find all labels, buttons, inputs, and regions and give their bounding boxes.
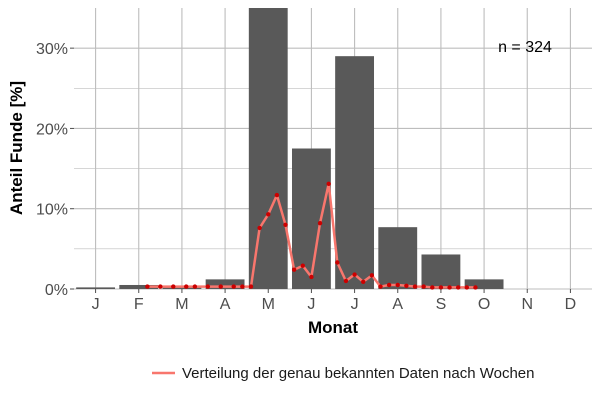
bar [464, 279, 504, 289]
x-tick-label: O [478, 296, 490, 313]
series-point [447, 285, 452, 290]
legend-entry: Verteilung der genau bekannten Daten nac… [182, 365, 535, 382]
series-point [300, 263, 305, 268]
series-point [343, 278, 349, 284]
x-tick-label: A [392, 296, 403, 313]
x-tick-label: J [307, 296, 315, 313]
x-tick-label: J [351, 296, 359, 313]
bar [205, 279, 245, 289]
ticks-layer: 0% 10% 20% 30% J F M A M J J A S O N D [36, 41, 576, 313]
series-point [378, 284, 383, 289]
series-point [361, 279, 366, 284]
series-point [412, 284, 418, 289]
series-point [231, 284, 236, 289]
bar [119, 284, 159, 289]
series-point [266, 212, 271, 217]
x-tick-label: M [175, 296, 188, 313]
bar [378, 227, 418, 289]
series-point [283, 222, 288, 227]
series-point [192, 284, 198, 289]
x-tick-label: J [92, 296, 100, 313]
series-point [171, 284, 176, 289]
series-point [240, 284, 245, 289]
bar [335, 56, 375, 289]
series-point [438, 285, 444, 290]
x-tick-label: F [134, 296, 144, 313]
series-point [218, 284, 223, 289]
x-axis-title: Monat [308, 318, 358, 337]
series-point [309, 274, 314, 280]
x-tick-label: N [521, 296, 533, 313]
series-point [326, 181, 331, 187]
series-point [369, 273, 375, 278]
bars-layer [76, 8, 504, 289]
x-tick-label: M [262, 296, 275, 313]
series-point [473, 285, 478, 290]
x-tick-label: D [565, 296, 577, 313]
y-axis-title: Anteil Funde [%] [7, 81, 26, 215]
sample-size-annotation: n = 324 [498, 39, 552, 56]
y-tick-label: 0% [45, 282, 68, 299]
x-tick-label: S [436, 296, 447, 313]
y-tick-label: 30% [36, 41, 68, 58]
series-point [386, 282, 392, 288]
legend: Verteilung der genau bekannten Daten nac… [152, 365, 535, 382]
series-point [335, 260, 340, 265]
y-tick-label: 10% [36, 202, 68, 219]
bar [76, 287, 116, 289]
series-point [248, 284, 254, 289]
line-layer [145, 181, 478, 290]
series-point [404, 283, 409, 288]
series-point [158, 284, 163, 289]
x-tick-label: A [220, 296, 231, 313]
series-point [395, 282, 400, 288]
series-point [430, 285, 435, 290]
series-point [455, 285, 461, 290]
bar [248, 8, 288, 289]
series-point [184, 284, 189, 289]
series-point [352, 272, 357, 277]
bar [291, 148, 331, 289]
series-point [317, 220, 323, 226]
series-point [205, 284, 211, 289]
series-point [291, 267, 297, 272]
bar [421, 254, 461, 289]
y-tick-label: 20% [36, 121, 68, 138]
series-point [464, 285, 470, 290]
series-point [274, 192, 280, 198]
series-point [257, 225, 262, 231]
series-point [145, 284, 150, 289]
series-point [421, 284, 426, 289]
